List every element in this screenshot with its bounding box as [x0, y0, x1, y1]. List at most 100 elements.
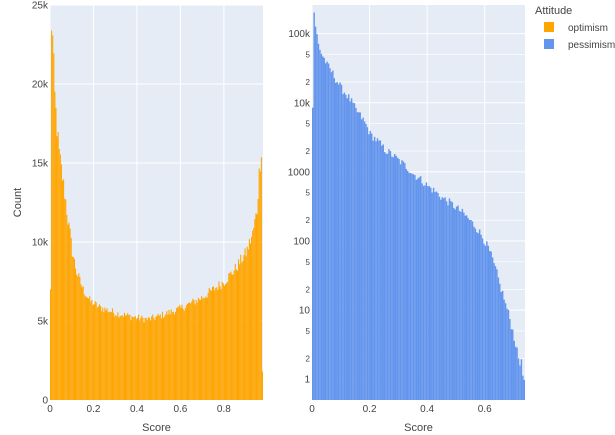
histogram-bar [326, 61, 328, 401]
histogram-bar [217, 289, 219, 400]
histogram-bar [253, 227, 255, 400]
histogram-bar [213, 286, 215, 400]
histogram-bar [202, 298, 204, 400]
histogram-bar [506, 308, 508, 400]
histogram-bar [55, 107, 57, 400]
histogram-bar [85, 296, 87, 400]
histogram-bar [244, 248, 246, 400]
histogram-bar [464, 215, 466, 400]
histogram-bar [261, 371, 263, 400]
histogram-bar [115, 315, 117, 400]
histogram-bar [205, 296, 207, 400]
histogram-bar [110, 312, 112, 400]
histogram-bar [463, 212, 465, 400]
histogram-bar [120, 315, 122, 400]
histogram-bar [195, 299, 197, 400]
y-minor-tick-label: 2 [306, 354, 311, 363]
histogram-bar [216, 287, 218, 400]
histogram-bar [352, 102, 354, 400]
histogram-bar [134, 316, 136, 400]
histogram-bar [236, 270, 239, 400]
histogram-bars [50, 30, 263, 401]
histogram-bar [79, 276, 81, 400]
histogram-bar [247, 249, 249, 400]
histogram-bar [89, 296, 91, 400]
histogram-bar [197, 297, 199, 400]
y-tick-label: 10k [32, 238, 49, 249]
histogram-bar [404, 163, 406, 400]
histogram-bar [52, 35, 54, 400]
histogram-bar [81, 287, 83, 400]
histogram-bar [347, 94, 350, 401]
legend-swatch-pessimism[interactable] [544, 39, 554, 49]
histogram-bar [147, 317, 149, 400]
histogram-bar [349, 101, 351, 400]
histogram-bar [178, 306, 180, 400]
histogram-bar [208, 288, 210, 400]
histogram-bar [337, 84, 340, 401]
histogram-bar [362, 117, 364, 400]
histogram-bar [229, 272, 231, 400]
histogram-bar [455, 206, 458, 400]
histogram-bar [152, 314, 154, 400]
histogram-bar [467, 218, 469, 400]
y-tick-label: 5k [37, 317, 49, 328]
histogram-bar [189, 302, 191, 400]
histogram-bar [148, 317, 150, 400]
histogram-bar [193, 300, 195, 400]
histogram-bar [124, 315, 127, 400]
histogram-bar [92, 305, 94, 400]
y-tick-label: 1000 [288, 167, 311, 178]
histogram-bar [181, 304, 183, 400]
histogram-bar [414, 175, 416, 400]
x-tick-label: 0.8 [217, 404, 231, 415]
x-tick-label: 0 [309, 404, 315, 415]
histogram-bar [468, 220, 471, 400]
histogram-bar [434, 192, 436, 400]
legend-title: Attitude [535, 5, 572, 17]
histogram-bar [117, 312, 119, 400]
histogram-bar [222, 283, 224, 400]
histogram-bar [473, 226, 475, 400]
legend-label-optimism[interactable]: optimism [568, 23, 608, 34]
y-minor-tick-label: 2 [306, 147, 311, 156]
histogram-bar [313, 12, 315, 400]
histogram-bar [489, 250, 491, 400]
histogram-bar [58, 148, 60, 400]
histogram-bar [483, 243, 485, 400]
histogram-bar [97, 306, 99, 400]
histogram-bar [74, 268, 77, 400]
histogram-bar [440, 199, 442, 400]
histogram-bar [332, 70, 334, 400]
histogram-bar [411, 173, 413, 400]
histogram-bar [395, 155, 397, 400]
legend-label-pessimism[interactable]: pessimism [568, 40, 615, 51]
histogram-bar [234, 263, 236, 400]
histogram-bar [517, 358, 520, 400]
histogram-bar [167, 314, 169, 400]
histogram-bar [445, 201, 448, 400]
histogram-bar [497, 277, 500, 400]
histogram-bar [104, 307, 106, 400]
histogram-bar [51, 30, 53, 400]
histogram-bar [126, 315, 128, 400]
histogram-bar [333, 78, 336, 401]
histogram-bar [109, 311, 111, 400]
histogram-bar [186, 303, 189, 400]
histogram-bar [207, 292, 209, 400]
histogram-bar [72, 256, 74, 400]
histogram-bar [57, 131, 59, 400]
histogram-bar [238, 259, 240, 400]
histogram-bar [98, 304, 100, 400]
histogram-bar [405, 168, 407, 400]
histogram-bar [163, 317, 165, 400]
histogram-bar [105, 310, 107, 400]
legend-swatch-optimism[interactable] [544, 22, 554, 32]
histogram-bar [523, 379, 525, 400]
histogram-bar [123, 312, 125, 400]
x-tick-label: 0.2 [87, 404, 101, 415]
histogram-bar [246, 246, 248, 400]
histogram-bar [415, 179, 418, 400]
histogram-bar [113, 312, 115, 400]
histogram-bar [476, 232, 478, 400]
